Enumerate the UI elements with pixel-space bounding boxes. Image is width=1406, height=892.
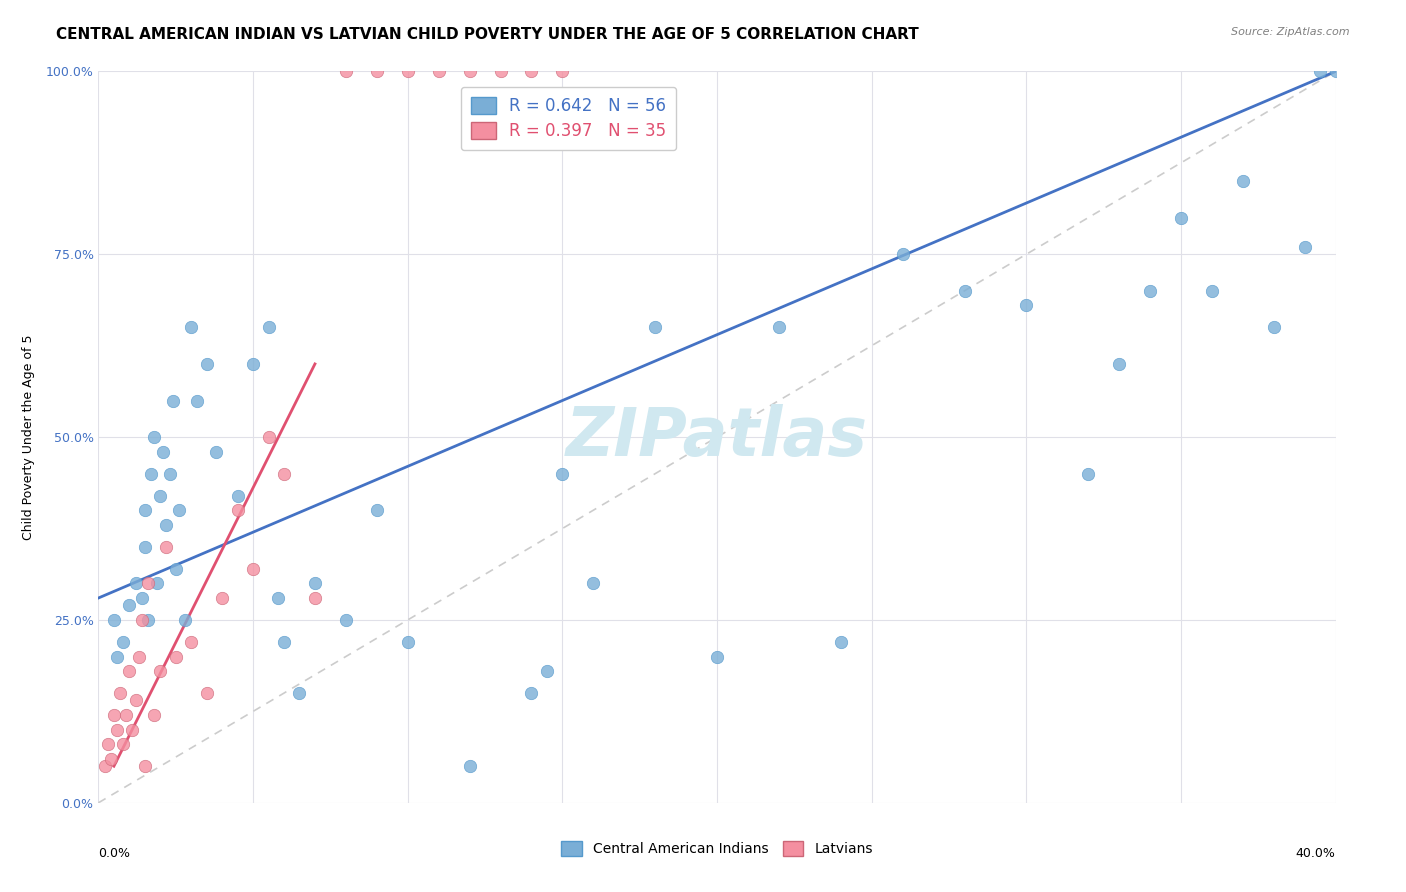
Point	[1324, 64, 1347, 78]
Point	[335, 64, 357, 78]
Point	[180, 635, 202, 649]
Point	[396, 64, 419, 78]
Y-axis label: Child Poverty Under the Age of 5: Child Poverty Under the Age of 5	[21, 334, 35, 540]
Point	[143, 430, 166, 444]
Point	[186, 393, 208, 408]
Point	[288, 686, 311, 700]
Point	[458, 64, 481, 78]
Point	[134, 503, 156, 517]
Point	[167, 503, 190, 517]
Point	[366, 64, 388, 78]
Point	[1232, 174, 1254, 188]
Point	[304, 576, 326, 591]
Point	[103, 613, 125, 627]
Point	[136, 613, 159, 627]
Point	[124, 576, 146, 591]
Point	[520, 686, 543, 700]
Point	[953, 284, 976, 298]
Point	[128, 649, 150, 664]
Point	[242, 562, 264, 576]
Point	[134, 540, 156, 554]
Point	[551, 64, 574, 78]
Point	[105, 649, 128, 664]
Point	[1139, 284, 1161, 298]
Point	[1201, 284, 1223, 298]
Point	[143, 708, 166, 723]
Point	[267, 591, 290, 605]
Point	[118, 599, 141, 613]
Point	[205, 444, 228, 458]
Point	[103, 708, 125, 723]
Point	[124, 693, 146, 707]
Point	[1015, 298, 1038, 312]
Point	[644, 320, 666, 334]
Text: 0.0%: 0.0%	[98, 847, 131, 860]
Point	[159, 467, 181, 481]
Point	[162, 393, 184, 408]
Point	[155, 517, 177, 532]
Text: CENTRAL AMERICAN INDIAN VS LATVIAN CHILD POVERTY UNDER THE AGE OF 5 CORRELATION : CENTRAL AMERICAN INDIAN VS LATVIAN CHILD…	[56, 27, 920, 42]
Point	[115, 708, 138, 723]
Point	[112, 635, 135, 649]
Point	[551, 467, 574, 481]
Point	[165, 649, 187, 664]
Point	[93, 759, 115, 773]
Point	[112, 737, 135, 751]
Point	[891, 247, 914, 261]
Point	[1294, 240, 1316, 254]
Point	[195, 357, 218, 371]
Point	[105, 723, 128, 737]
Point	[1309, 64, 1331, 78]
Point	[146, 576, 169, 591]
Point	[273, 635, 295, 649]
Point	[257, 320, 280, 334]
Point	[100, 752, 122, 766]
Text: 40.0%: 40.0%	[1296, 847, 1336, 860]
Point	[1108, 357, 1130, 371]
Point	[155, 540, 177, 554]
Point	[136, 576, 159, 591]
Point	[97, 737, 120, 751]
Text: Source: ZipAtlas.com: Source: ZipAtlas.com	[1232, 27, 1350, 37]
Point	[118, 664, 141, 678]
Point	[226, 489, 249, 503]
Point	[180, 320, 202, 334]
Point	[830, 635, 852, 649]
Point	[1077, 467, 1099, 481]
Point	[257, 430, 280, 444]
Point	[134, 759, 156, 773]
Point	[139, 467, 162, 481]
Point	[489, 64, 512, 78]
Point	[121, 723, 143, 737]
Point	[211, 591, 233, 605]
Point	[520, 64, 543, 78]
Point	[458, 759, 481, 773]
Point	[1170, 211, 1192, 225]
Point	[273, 467, 295, 481]
Point	[242, 357, 264, 371]
Text: ZIPatlas: ZIPatlas	[567, 404, 868, 470]
Point	[396, 635, 419, 649]
Point	[131, 613, 153, 627]
Point	[149, 489, 172, 503]
Point	[131, 591, 153, 605]
Legend: Central American Indians, Latvians: Central American Indians, Latvians	[555, 836, 879, 862]
Point	[706, 649, 728, 664]
Point	[335, 613, 357, 627]
Point	[1263, 320, 1285, 334]
Point	[427, 64, 450, 78]
Point	[149, 664, 172, 678]
Point	[165, 562, 187, 576]
Point	[582, 576, 605, 591]
Point	[304, 591, 326, 605]
Point	[108, 686, 131, 700]
Point	[195, 686, 218, 700]
Point	[152, 444, 174, 458]
Point	[174, 613, 197, 627]
Point	[226, 503, 249, 517]
Point	[536, 664, 558, 678]
Point	[768, 320, 790, 334]
Point	[366, 503, 388, 517]
